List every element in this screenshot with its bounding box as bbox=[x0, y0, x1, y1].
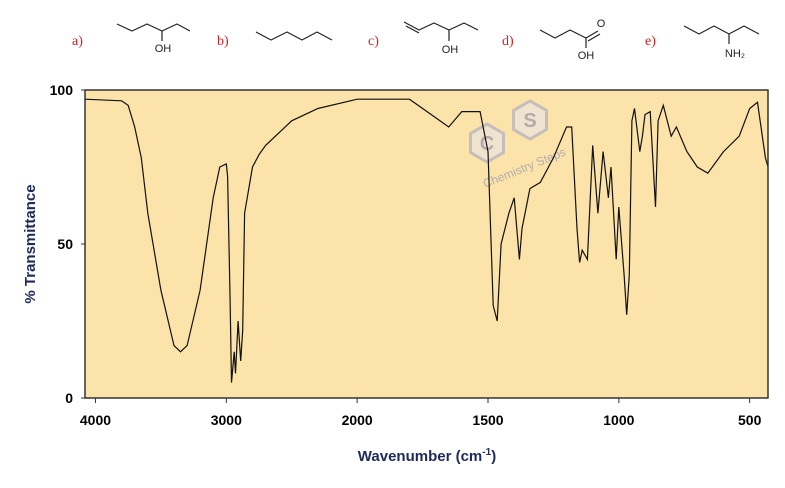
spectrum-line bbox=[84, 98, 769, 383]
x-tick-label: 2000 bbox=[342, 412, 373, 428]
x-axis-label: Wavenumber (cm-1) bbox=[358, 447, 496, 465]
x-axis-label-superscript: -1 bbox=[482, 447, 491, 458]
molecule-letter: d) bbox=[502, 34, 514, 49]
atom-label: OH bbox=[442, 44, 459, 56]
skeleton bbox=[403, 21, 479, 31]
molecule-letter: a) bbox=[72, 34, 83, 49]
x-tick-label: 3000 bbox=[211, 412, 242, 428]
skeleton bbox=[539, 29, 587, 39]
y-tick-label: 100 bbox=[50, 82, 74, 98]
skeleton bbox=[116, 23, 191, 32]
double-bond bbox=[587, 33, 601, 42]
watermark-letter: S bbox=[523, 110, 536, 132]
skeleton bbox=[683, 25, 760, 35]
molecule-b: b) bbox=[217, 31, 333, 49]
atom-label: NH₂ bbox=[725, 48, 745, 60]
watermark-hexagon bbox=[512, 99, 548, 141]
double-bond bbox=[405, 25, 420, 34]
molecule-e: e) NH₂ bbox=[645, 25, 760, 60]
x-tick-label: 1000 bbox=[603, 412, 634, 428]
atom-label: OH bbox=[578, 50, 595, 62]
bond bbox=[585, 30, 599, 39]
watermark-hexagon bbox=[469, 122, 505, 164]
x-axis-label-text: Wavenumber (cm bbox=[358, 448, 482, 465]
molecule-letter: e) bbox=[645, 34, 656, 49]
molecule-d: d) O OH bbox=[502, 18, 606, 62]
x-axis-label-text: ) bbox=[491, 448, 496, 465]
atom-label: OH bbox=[155, 43, 172, 55]
x-tick-label: 4000 bbox=[80, 412, 111, 428]
x-tick-label: 1500 bbox=[472, 412, 503, 428]
y-tick-label: 50 bbox=[57, 236, 73, 252]
y-tick-label: 0 bbox=[65, 390, 73, 406]
molecule-letter: c) bbox=[368, 34, 379, 49]
atom-label: O bbox=[597, 18, 606, 30]
molecule-a: a) OH bbox=[72, 23, 191, 55]
plot-background bbox=[85, 90, 768, 398]
skeleton bbox=[255, 31, 333, 41]
molecule-c: c) OH bbox=[368, 21, 479, 56]
molecule-letter: b) bbox=[217, 34, 229, 49]
y-axis-label: % Transmittance bbox=[22, 184, 39, 303]
x-tick-label: 500 bbox=[738, 412, 762, 428]
